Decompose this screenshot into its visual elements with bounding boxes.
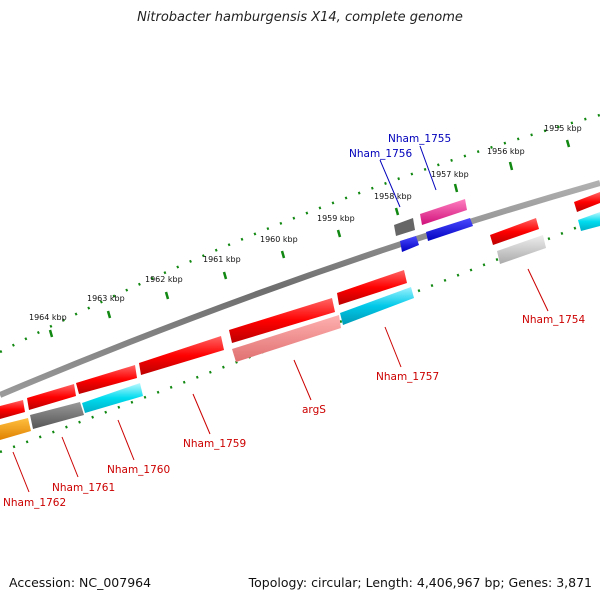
gene-label: argS (302, 404, 326, 416)
scale-labels: 1955 kbp 1956 kbp 1957 kbp 1958 kbp 1959… (29, 124, 582, 322)
gene-feature (340, 287, 414, 325)
gene-feature (0, 400, 25, 419)
gene-feature (139, 336, 224, 375)
scale-label: 1956 kbp (487, 147, 525, 156)
scale-label: 1957 kbp (431, 170, 469, 179)
gene-label: Nham_1756 (349, 148, 412, 160)
genome-backbone (0, 180, 600, 398)
gene-label: Nham_1761 (52, 482, 115, 494)
topology-text: Topology: circular; Length: 4,406,967 bp… (248, 575, 592, 590)
gene-feature (0, 418, 31, 440)
scale-label: 1959 kbp (317, 214, 355, 223)
gene-label: Nham_1762 (3, 497, 66, 509)
scale-label: 1955 kbp (544, 124, 582, 133)
scale-label: 1961 kbp (203, 255, 241, 264)
gene-label: Nham_1759 (183, 438, 246, 450)
accession-text: Accession: NC_007964 (9, 575, 152, 590)
gene-label: Nham_1760 (107, 464, 170, 476)
gene-feature (400, 236, 419, 252)
gene-label: Nham_1754 (522, 314, 585, 326)
label-leaders (12, 145, 549, 493)
gene-feature (574, 192, 600, 212)
scale-label: 1960 kbp (260, 235, 298, 244)
gene-labels: Nham_1755 Nham_1756 Nham_1754 Nham_1757 … (3, 133, 585, 509)
gene-feature (229, 298, 335, 343)
gene-feature (82, 383, 143, 413)
gene-feature (27, 384, 76, 410)
scale-label: 1964 kbp (29, 313, 67, 322)
gene-feature (337, 270, 407, 305)
gene-feature (578, 212, 600, 231)
scale-major-ticks (48, 139, 571, 338)
gene-feature (30, 402, 84, 429)
scale-label: 1962 kbp (145, 275, 183, 284)
map-title: Nitrobacter hamburgensis X14, complete g… (137, 10, 463, 25)
forward-strand-genes (0, 192, 600, 419)
gene-label: Nham_1757 (376, 371, 439, 383)
scale-label: 1963 kbp (87, 294, 125, 303)
gene-feature (394, 218, 415, 236)
reverse-strand-genes (0, 212, 600, 440)
gene-feature (426, 218, 473, 241)
gene-feature (232, 315, 341, 362)
scale-label: 1958 kbp (374, 192, 412, 201)
gene-label: Nham_1755 (388, 133, 451, 145)
gene-feature (76, 365, 137, 394)
gene-feature (497, 235, 546, 264)
gene-feature (420, 199, 467, 225)
gene-feature (490, 218, 539, 245)
